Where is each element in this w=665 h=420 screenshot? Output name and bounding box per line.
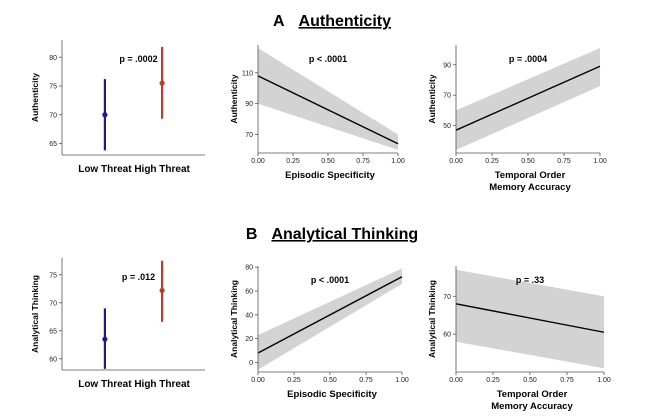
x-tick-label: 0.00 bbox=[251, 377, 265, 384]
section-title: Analytical Thinking bbox=[271, 226, 418, 243]
regression-line bbox=[257, 75, 399, 145]
x-tick-label: 0.25 bbox=[287, 377, 301, 384]
x-tick-label: 1.00 bbox=[391, 158, 405, 165]
x-axis-label: Memory Accuracy bbox=[489, 182, 571, 193]
confidence-band bbox=[258, 268, 402, 370]
y-axis-label: Authenticity bbox=[30, 73, 40, 122]
category-label: Low Threat bbox=[78, 164, 132, 175]
x-tick-label: 0.25 bbox=[486, 377, 500, 384]
chart-panel-a-0: 65 70 75 80 Low Threat High Threat p = .0002 Au… bbox=[30, 40, 205, 175]
y-tick-label: 60 bbox=[245, 289, 253, 296]
y-tick-label: 90 bbox=[443, 62, 451, 69]
x-tick-label: 0.75 bbox=[359, 377, 373, 384]
chart-panel-b-5: 60 70 0.00 0.25 0.50 0.75 1.00 Temporal OrderMe… bbox=[427, 266, 611, 412]
mean-point bbox=[159, 287, 165, 294]
y-tick-label: 20 bbox=[245, 336, 253, 343]
section-heading-b: B Analytical Thinking bbox=[246, 226, 418, 243]
x-tick-label: 0.75 bbox=[557, 158, 571, 165]
x-axis-label: Temporal Order bbox=[495, 170, 566, 181]
x-tick-label: 0.75 bbox=[560, 377, 574, 384]
category-label: Low Threat bbox=[78, 379, 132, 390]
y-axis-label: Authenticity bbox=[229, 74, 239, 123]
regression-line bbox=[455, 303, 605, 333]
x-tick-label: 1.00 bbox=[597, 377, 611, 384]
y-tick-label: 65 bbox=[49, 141, 57, 148]
y-axis-label: Analytical Thinking bbox=[229, 280, 239, 358]
x-tick-label: 0.50 bbox=[521, 158, 535, 165]
y-axis-label: Analytical Thinking bbox=[30, 275, 40, 353]
section-letter: B bbox=[246, 226, 258, 243]
x-tick-label: 0.50 bbox=[523, 377, 537, 384]
x-axis-label: Temporal Order bbox=[497, 389, 568, 400]
x-axis-label: Memory Accuracy bbox=[491, 401, 573, 412]
y-tick-label: 70 bbox=[245, 132, 253, 139]
x-tick-label: 0.00 bbox=[449, 377, 463, 384]
mean-point bbox=[102, 112, 108, 118]
x-tick-label: 1.00 bbox=[593, 158, 607, 165]
chart-panel-b-4: 0 20 40 60 80 0.00 0.25 0.50 0.75 1.00 Episodic Sp… bbox=[229, 265, 409, 400]
chart-panel-a-2: 50 70 90 0.00 0.25 0.50 0.75 1.00 Temporal Order… bbox=[427, 45, 607, 193]
x-tick-label: 0.00 bbox=[449, 158, 463, 165]
p-value-annotation: p = .33 bbox=[516, 275, 544, 285]
y-tick-label: 65 bbox=[49, 328, 57, 335]
category-label: High Threat bbox=[134, 379, 190, 390]
y-tick-label: 60 bbox=[443, 332, 451, 339]
x-tick-label: 0.50 bbox=[321, 158, 335, 165]
p-value-annotation: p = .0004 bbox=[509, 54, 547, 64]
y-tick-label: 70 bbox=[443, 93, 451, 100]
x-axis-label: Episodic Specificity bbox=[287, 389, 377, 400]
p-value-annotation: p < .0001 bbox=[309, 54, 347, 64]
y-tick-label: 110 bbox=[242, 70, 253, 77]
y-tick-label: 70 bbox=[49, 112, 57, 119]
y-axis-label: Analytical Thinking bbox=[427, 280, 437, 358]
y-tick-label: 80 bbox=[49, 55, 57, 62]
y-tick-label: 0 bbox=[249, 360, 253, 367]
regression-line bbox=[257, 276, 403, 354]
section-title: Authenticity bbox=[299, 13, 392, 30]
p-value-annotation: p = .0002 bbox=[119, 54, 157, 64]
section-heading-a: A Authenticity bbox=[273, 13, 391, 30]
confidence-band bbox=[456, 269, 604, 369]
mean-point bbox=[159, 80, 165, 86]
section-letter: A bbox=[273, 13, 285, 30]
p-value-annotation: p = .012 bbox=[122, 272, 155, 282]
chart-panel-a-1: 70 90 110 0.00 0.25 0.50 0.75 1.00 Episodic Spec… bbox=[229, 45, 405, 181]
chart-panel-b-3: 60 65 70 75 Low Threat High Threat p = .012 Ana… bbox=[30, 258, 205, 390]
mean-point bbox=[102, 336, 108, 342]
y-tick-label: 90 bbox=[245, 101, 253, 108]
y-tick-label: 80 bbox=[245, 265, 253, 272]
y-tick-label: 40 bbox=[245, 312, 253, 319]
x-axis-label: Episodic Specificity bbox=[285, 170, 375, 181]
p-value-annotation: p < .0001 bbox=[311, 275, 349, 285]
category-label: High Threat bbox=[134, 164, 190, 175]
y-axis-label: Authenticity bbox=[427, 74, 437, 123]
regression-line bbox=[455, 65, 601, 131]
x-tick-label: 0.25 bbox=[485, 158, 499, 165]
y-tick-label: 50 bbox=[443, 123, 451, 130]
x-tick-label: 1.00 bbox=[395, 377, 409, 384]
confidence-band bbox=[258, 48, 398, 150]
y-tick-label: 75 bbox=[49, 272, 57, 279]
y-tick-label: 70 bbox=[443, 294, 451, 301]
x-tick-label: 0.50 bbox=[323, 377, 337, 384]
x-tick-label: 0.00 bbox=[251, 158, 265, 165]
y-tick-label: 60 bbox=[49, 356, 57, 363]
y-tick-label: 70 bbox=[49, 300, 57, 307]
x-tick-label: 0.75 bbox=[356, 158, 370, 165]
y-tick-label: 75 bbox=[49, 84, 57, 91]
x-tick-label: 0.25 bbox=[286, 158, 300, 165]
